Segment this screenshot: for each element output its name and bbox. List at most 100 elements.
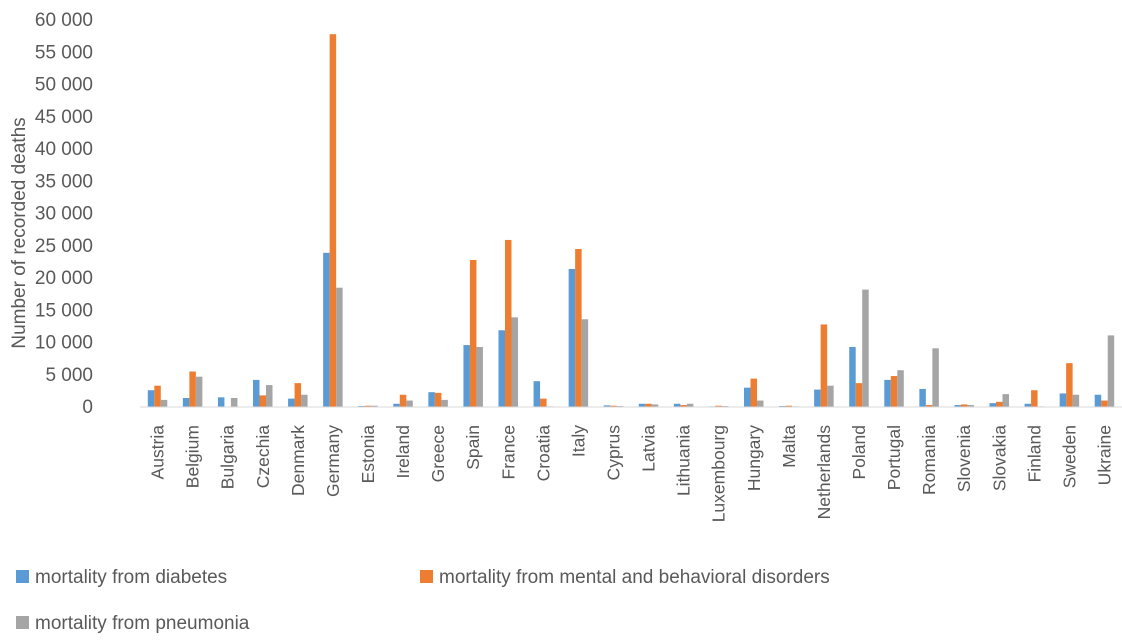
bar	[827, 385, 834, 407]
bar	[645, 403, 652, 407]
bar	[154, 385, 161, 407]
bar	[511, 317, 518, 407]
legend-label: mortality from diabetes	[35, 567, 227, 588]
bar	[568, 268, 576, 407]
x-tick-label: Netherlands	[814, 425, 834, 520]
bar	[884, 379, 891, 407]
x-tick-label: Finland	[1024, 425, 1044, 482]
x-axis-ticks: Austria Belgium Bulgaria Czechia Denmark Germ…	[148, 425, 1115, 523]
x-tick-label: Spain	[463, 425, 483, 470]
bar	[575, 248, 582, 407]
bar	[195, 376, 203, 407]
bar	[890, 376, 898, 407]
bar	[399, 394, 407, 407]
x-tick-label: Romania	[919, 425, 939, 495]
bar	[1031, 390, 1038, 407]
y-tick-label: 0	[82, 397, 93, 418]
bar	[393, 403, 400, 407]
bar	[428, 392, 435, 407]
bar	[259, 395, 266, 407]
bar	[1101, 400, 1108, 407]
bar	[680, 405, 687, 407]
bar	[329, 34, 337, 407]
bar	[498, 330, 505, 407]
bar	[1072, 394, 1080, 407]
bar	[505, 239, 512, 407]
x-tick-label: Austria	[148, 425, 168, 480]
x-tick-label: Malta	[779, 425, 799, 468]
bar	[371, 405, 378, 407]
bar	[855, 383, 863, 407]
bar	[441, 399, 448, 407]
bar	[820, 324, 828, 407]
x-tick-label: Cyprus	[604, 425, 624, 481]
bar	[1094, 394, 1102, 407]
x-tick-label: Croatia	[533, 425, 553, 482]
bar	[960, 404, 968, 407]
bar	[323, 252, 330, 407]
bar	[540, 398, 547, 407]
bar	[406, 400, 413, 407]
legend: mortality from diabetes mortality from me…	[16, 567, 830, 634]
bar	[533, 381, 541, 407]
bar	[897, 370, 904, 407]
bar	[434, 392, 442, 407]
bar	[1059, 393, 1067, 407]
x-tick-label: Ukraine	[1095, 425, 1115, 485]
bar	[476, 347, 483, 407]
y-tick-label: 25 000	[35, 236, 93, 257]
bar	[638, 403, 646, 407]
x-tick-label: Sweden	[1059, 425, 1079, 488]
bar	[673, 403, 681, 407]
legend-swatch	[420, 570, 433, 583]
y-tick-label: 15 000	[35, 300, 93, 321]
bar	[469, 259, 477, 407]
x-tick-label: Greece	[428, 425, 448, 482]
bar	[967, 405, 974, 407]
x-tick-label: Luxembourg	[709, 425, 729, 522]
x-tick-label: Latvia	[639, 425, 659, 472]
y-tick-label: 30 000	[35, 204, 93, 225]
bar	[996, 401, 1003, 407]
bar	[919, 388, 926, 407]
y-tick-label: 5 000	[45, 365, 93, 386]
x-tick-label: Lithuania	[674, 425, 694, 496]
x-tick-label: Portugal	[884, 425, 904, 490]
x-tick-label: Slovakia	[989, 425, 1009, 491]
legend-label: mortality from pneumonia	[35, 613, 250, 634]
bar	[610, 405, 617, 407]
legend-swatch	[16, 570, 29, 583]
bar	[581, 319, 589, 407]
bar	[651, 404, 659, 407]
bar	[849, 347, 856, 407]
x-tick-label: Belgium	[183, 425, 203, 488]
bar	[750, 378, 757, 407]
bar	[686, 403, 694, 407]
legend-swatch	[16, 616, 29, 629]
x-tick-label: Germany	[323, 425, 343, 497]
y-tick-label: 45 000	[35, 107, 93, 128]
x-tick-label: Ireland	[393, 425, 413, 479]
bar	[253, 379, 260, 407]
bar	[744, 387, 751, 407]
x-tick-label: Bulgaria	[218, 425, 238, 489]
bars	[147, 34, 1115, 407]
x-tick-label: Hungary	[744, 425, 764, 491]
bar	[189, 371, 196, 407]
x-tick-label: Estonia	[358, 425, 378, 484]
bar	[785, 405, 793, 407]
y-tick-label: 60 000	[35, 10, 93, 31]
y-axis-ticks: 0 5 000 10 000 15 000 20 000 25 000 30 000 35 0…	[35, 10, 93, 418]
bar	[954, 405, 961, 407]
x-tick-label: France	[498, 425, 518, 479]
y-tick-label: 40 000	[35, 139, 93, 160]
bar	[147, 390, 155, 407]
bar	[932, 348, 939, 407]
bar	[463, 345, 470, 407]
x-tick-label: Italy	[568, 425, 588, 457]
y-tick-label: 50 000	[35, 75, 93, 96]
bar	[1107, 335, 1115, 407]
bar	[294, 383, 302, 407]
bar	[989, 403, 996, 407]
